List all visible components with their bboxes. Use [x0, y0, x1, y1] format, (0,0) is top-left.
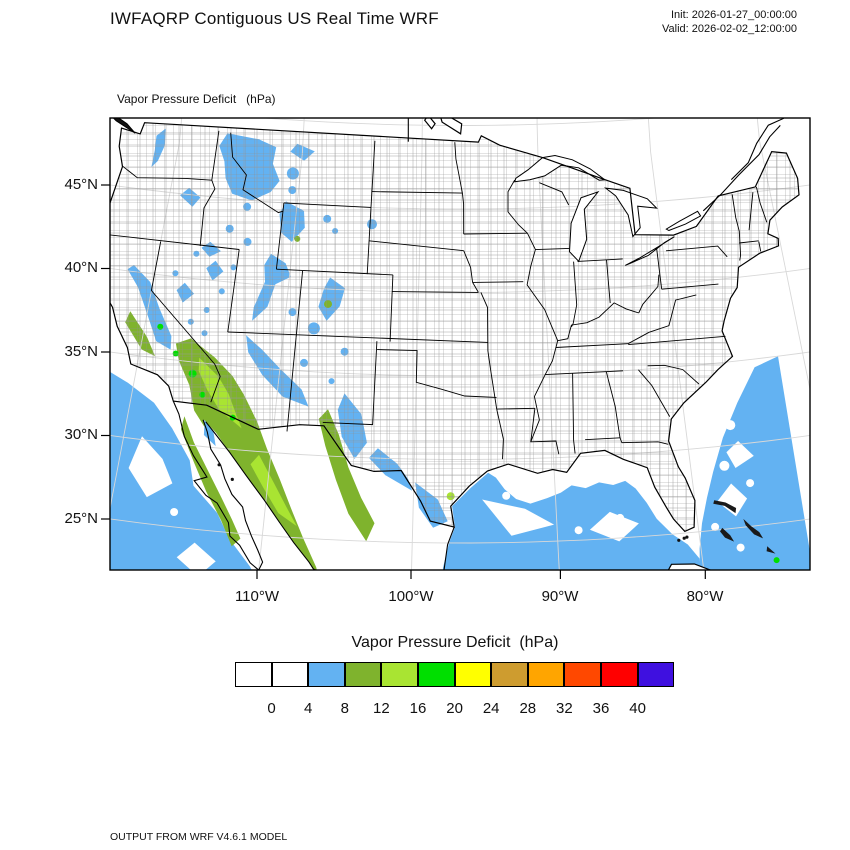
colorbar-tick-label: 12: [373, 700, 390, 717]
colorbar-cell: [344, 662, 382, 687]
lon-tick-label: 110°W: [234, 588, 280, 605]
lon-tick-label: 100°W: [388, 588, 434, 605]
init-time-label: Init: 2026-01-27_00:00:00: [671, 9, 797, 21]
lat-tick-label: 35°N: [64, 343, 98, 360]
colorbar-cell: [491, 662, 528, 687]
colorbar-tick-label: 40: [629, 700, 646, 717]
colorbar-cell: [637, 662, 675, 687]
colorbar-cell: [454, 662, 492, 687]
colorbar-cell: [527, 662, 565, 687]
lat-tick-label: 45°N: [64, 176, 98, 193]
colorbar-tick-label: 4: [304, 700, 313, 717]
colorbar-tick-label: 32: [556, 700, 573, 717]
colorbar-cell: [418, 662, 455, 687]
colorbar-cell: [564, 662, 601, 687]
colorbar-cell: [381, 662, 418, 687]
colorbar-cell: [601, 662, 638, 687]
lat-tick-label: 40°N: [64, 259, 98, 276]
model-config-footer: OUTPUT FROM WRF V4.6.1 MODEL WE = 580 ; …: [110, 805, 523, 850]
colorbar-tick-label: 24: [482, 700, 500, 717]
colorbar-tick-label: 20: [446, 700, 463, 717]
colorbar-cell: [235, 662, 272, 687]
colorbar-tick-label: 16: [409, 700, 427, 717]
map-canvas: [101, 117, 811, 579]
colorbar-tick-label: 28: [519, 700, 537, 717]
run-info: Init: 2026-01-27_00:00:00 Valid: 2026-02…: [600, 9, 797, 36]
footer-line1: OUTPUT FROM WRF V4.6.1 MODEL: [110, 831, 288, 843]
colorbar-tick-label: 0: [267, 700, 276, 717]
field-label: Vapor Pressure Deficit (hPa): [117, 92, 276, 106]
lat-tick-label: 25°N: [64, 510, 98, 527]
colorbar-tick-label: 8: [340, 700, 349, 717]
colorbar-cell: [271, 662, 309, 687]
lat-tick-label: 30°N: [64, 426, 98, 443]
lon-tick-label: 90°W: [541, 588, 579, 605]
colorbar-cell: [308, 662, 345, 687]
valid-time-label: Valid: 2026-02-02_12:00:00: [662, 22, 797, 35]
colorbar-tick-label: 36: [592, 700, 610, 717]
colorbar-title: Vapor Pressure Deficit (hPa): [351, 634, 559, 651]
page-title: IWFAQRP Contiguous US Real Time WRF: [110, 9, 439, 28]
lon-tick-label: 80°W: [686, 588, 724, 605]
